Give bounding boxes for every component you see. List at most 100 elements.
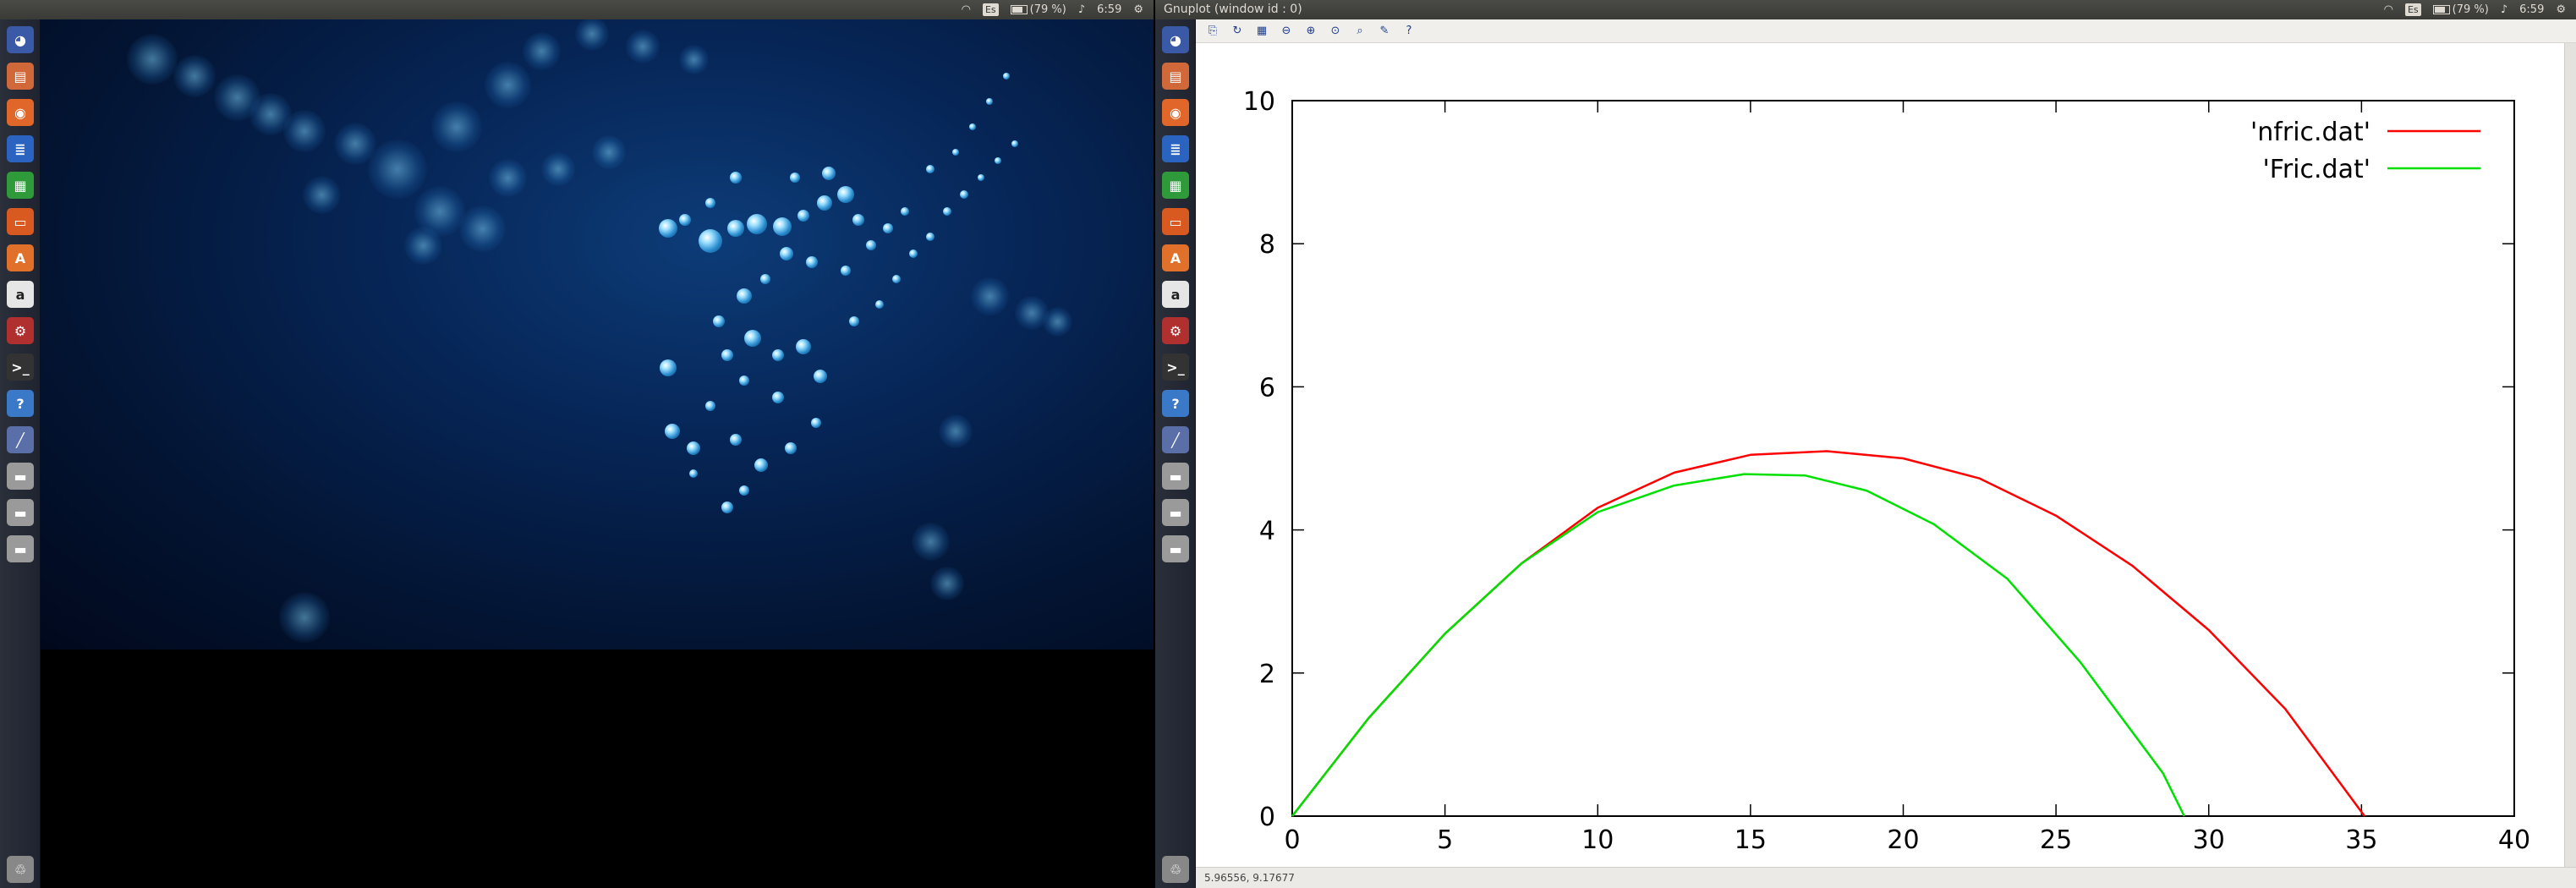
help-icon[interactable]: ? — [1162, 390, 1189, 417]
zoom-previous-icon[interactable]: ⊖ — [1281, 25, 1291, 37]
gnuplot-icon[interactable]: ╱ — [1162, 426, 1189, 453]
water-droplet — [721, 349, 733, 361]
gear-icon[interactable]: ⚙ — [2556, 3, 2566, 16]
bokeh-light — [930, 567, 964, 600]
impress-icon[interactable]: ▭ — [1162, 208, 1189, 235]
water-droplet — [780, 247, 793, 260]
terminal-icon[interactable]: >_ — [1162, 354, 1189, 381]
water-droplet — [754, 458, 768, 472]
bokeh-light — [939, 414, 973, 448]
help-icon[interactable]: ? — [1406, 25, 1412, 37]
zoom-icon[interactable]: ⌕ — [1357, 25, 1363, 37]
writer-icon[interactable]: ≣ — [7, 135, 34, 162]
wifi-icon[interactable]: ◠ — [2383, 3, 2393, 16]
gear-icon[interactable]: ⚙ — [1133, 3, 1143, 16]
water-droplet — [737, 288, 752, 304]
water-droplet — [909, 249, 918, 258]
writer-icon[interactable]: ≣ — [1162, 135, 1189, 162]
battery-indicator[interactable]: (79 %) — [2432, 3, 2489, 16]
clock[interactable]: 6:59 — [1097, 3, 1122, 16]
keyboard-layout-indicator[interactable]: Es — [982, 3, 999, 16]
drive-icon[interactable]: ▬ — [7, 535, 34, 562]
water-droplet — [943, 207, 951, 216]
battery-icon — [1010, 5, 1028, 14]
water-droplet — [1003, 73, 1010, 79]
zoom-next-icon[interactable]: ⊕ — [1306, 25, 1316, 37]
help-icon[interactable]: ? — [7, 390, 34, 417]
volume-icon[interactable]: ♪ — [1077, 3, 1086, 16]
firefox-icon[interactable]: ◉ — [1162, 99, 1189, 126]
water-droplet — [689, 469, 698, 478]
y-tick-label: 2 — [1259, 660, 1275, 689]
desktop-wallpaper — [41, 19, 1154, 650]
top-panel-right: Gnuplot (window id : 0) ◠ Es (79 %) ♪ 6:… — [1155, 0, 2576, 19]
impress-icon[interactable]: ▭ — [7, 208, 34, 235]
water-droplet — [852, 214, 864, 226]
water-droplet — [744, 330, 761, 347]
bokeh-light — [488, 158, 527, 197]
trash-icon[interactable]: ♲ — [1162, 856, 1189, 883]
y-tick-label: 8 — [1259, 230, 1275, 260]
dash-icon[interactable]: ◕ — [7, 26, 34, 53]
water-droplet — [790, 173, 800, 183]
files-icon[interactable]: ▤ — [7, 63, 34, 90]
system-settings-icon[interactable]: ⚙ — [7, 317, 34, 344]
legend-label: 'Fric.dat' — [2263, 155, 2370, 184]
water-droplet — [705, 401, 715, 411]
wifi-icon[interactable]: ◠ — [961, 3, 971, 16]
drive-icon[interactable]: ▬ — [1162, 463, 1189, 490]
battery-percent: (79 %) — [1029, 3, 1066, 16]
water-droplet — [713, 315, 725, 327]
series-line-1 — [1291, 450, 2366, 817]
y-tick-label: 0 — [1259, 803, 1275, 832]
system-tray-left: ◠ Es (79 %) ♪ 6:59 ⚙ — [962, 0, 1143, 19]
calc-icon[interactable]: ▦ — [7, 172, 34, 199]
software-center-icon[interactable]: A — [1162, 244, 1189, 271]
water-droplet — [739, 485, 749, 496]
software-center-icon[interactable]: A — [7, 244, 34, 271]
bokeh-light — [403, 226, 442, 265]
water-droplet — [892, 275, 901, 283]
drive-icon[interactable]: ▬ — [7, 463, 34, 490]
dash-icon[interactable]: ◕ — [1162, 26, 1189, 53]
x-tick-label: 20 — [1887, 825, 1919, 855]
copy-to-clipboard-icon[interactable]: ⎘ — [1208, 25, 1218, 37]
autoscale-icon[interactable]: ⊙ — [1330, 25, 1340, 37]
drive-icon[interactable]: ▬ — [1162, 535, 1189, 562]
amazon-icon[interactable]: a — [7, 281, 34, 308]
water-droplet — [739, 375, 749, 386]
bokeh-light — [575, 19, 609, 51]
volume-icon[interactable]: ♪ — [2500, 3, 2508, 16]
amazon-icon[interactable]: a — [1162, 281, 1189, 308]
keyboard-layout-indicator[interactable]: Es — [2404, 3, 2421, 16]
plot-canvas[interactable]: 0 5 10 15 20 25 30 35 40 0 2 4 6 8 10 'nfric.dat' 'Fric.… — [1196, 43, 2557, 867]
trash-icon[interactable]: ♲ — [7, 856, 34, 883]
settings-icon[interactable]: ✎ — [1379, 25, 1389, 37]
toggle-grid-icon[interactable]: ▦ — [1256, 25, 1268, 37]
water-droplet — [986, 98, 993, 105]
gnuplot-icon[interactable]: ╱ — [7, 426, 34, 453]
vertical-scrollbar[interactable] — [2564, 43, 2576, 867]
y-tick-label: 4 — [1259, 517, 1275, 546]
water-droplet — [978, 174, 984, 181]
drive-icon[interactable]: ▬ — [1162, 499, 1189, 526]
x-tick-label: 40 — [2498, 825, 2530, 855]
firefox-icon[interactable]: ◉ — [7, 99, 34, 126]
replot-icon[interactable]: ↻ — [1232, 25, 1242, 37]
calc-icon[interactable]: ▦ — [1162, 172, 1189, 199]
water-droplet — [727, 220, 744, 237]
battery-icon — [2432, 5, 2450, 14]
drive-icon[interactable]: ▬ — [7, 499, 34, 526]
system-settings-icon[interactable]: ⚙ — [1162, 317, 1189, 344]
water-droplet — [1011, 140, 1018, 147]
water-droplet — [760, 274, 770, 284]
clock[interactable]: 6:59 — [2519, 3, 2545, 16]
y-tick-label: 10 — [1243, 87, 1275, 117]
bokeh-light — [678, 44, 709, 74]
terminal-icon[interactable]: >_ — [7, 354, 34, 381]
bokeh-light — [484, 61, 531, 108]
battery-indicator[interactable]: (79 %) — [1010, 3, 1066, 16]
files-icon[interactable]: ▤ — [1162, 63, 1189, 90]
